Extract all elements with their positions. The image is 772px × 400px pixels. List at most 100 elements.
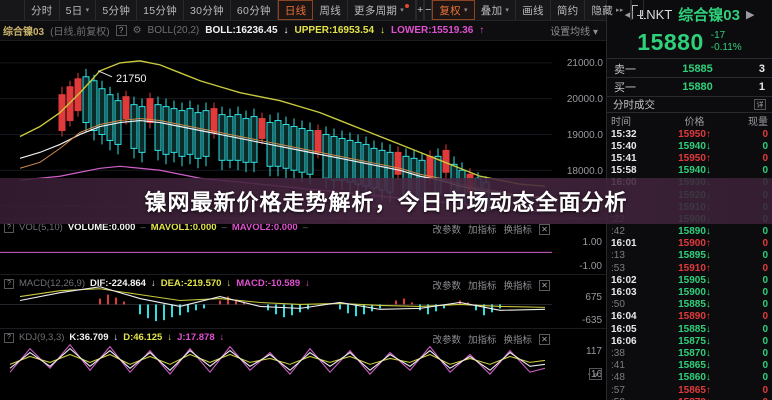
tick-volume: 0 (762, 238, 768, 250)
tick-row[interactable]: 16:02 15905↓ 0 (607, 274, 772, 286)
close-icon[interactable]: ✕ (539, 333, 550, 345)
period-tab-5min[interactable]: 5分钟 (96, 0, 138, 20)
add-indicator-button[interactable]: 加指标 (467, 335, 497, 346)
banner-text: 镍网最新价格走势解析，今日市场动态全面分析 (144, 191, 628, 216)
prev-symbol-button[interactable]: ◀ (624, 9, 634, 21)
tick-time: 16:04 (611, 311, 637, 323)
hide-button[interactable]: 隐藏 ▸▸ (585, 0, 631, 20)
tick-price: 15860↓ (678, 372, 711, 384)
swap-indicator-button[interactable]: 换指标 (503, 335, 532, 346)
tick-row[interactable]: :13 15895↓ 0 (607, 250, 772, 262)
ticks-title-bar[interactable]: 分时成交 详 (607, 96, 772, 113)
tick-price: 15870↓ (678, 347, 711, 359)
period-tab-5day[interactable]: 5日 ▾ (60, 0, 97, 20)
tick-volume: 0 (762, 140, 768, 152)
dif-arrow-icon: ↓ (150, 278, 156, 289)
detail-button[interactable]: 详 (754, 99, 766, 110)
tick-row[interactable]: :38 15870↓ 0 (607, 347, 772, 359)
col-volume: 现量 (748, 117, 768, 128)
period-tab-weekly[interactable]: 周线 (313, 0, 349, 20)
period-tab-30min[interactable]: 30分钟 (184, 0, 231, 20)
change-params-button[interactable]: 改参数 (432, 225, 461, 236)
tick-row[interactable]: 16:01 15900↑ 0 (607, 238, 772, 250)
tick-price: 15950↑ (678, 128, 711, 140)
volume-pane[interactable]: ? VOL(5,10) VOLUME:0.000 – MAVOL1:0.000 … (0, 218, 606, 274)
dea-arrow-icon: ↓ (226, 278, 232, 289)
tick-time: 15:58 (611, 165, 637, 177)
ma-settings-button[interactable]: 设置均线 ▾ (550, 27, 598, 38)
add-indicator-button[interactable]: 加指标 (467, 225, 497, 236)
tick-price: 15900↓ (678, 287, 711, 299)
tick-volume: 0 (762, 372, 768, 384)
close-icon[interactable]: ✕ (539, 279, 550, 291)
tick-row[interactable]: :50 15885↓ 0 (607, 299, 772, 311)
tick-row[interactable]: 15:40 15940↓ 0 (607, 140, 772, 152)
zoom-out-button[interactable]: − (424, 0, 433, 20)
tick-volume: 0 (762, 274, 768, 286)
draw-button[interactable]: 画线 (516, 0, 551, 20)
tick-row[interactable]: 16:06 15875↓ 0 (607, 335, 772, 347)
zoom-in-button[interactable]: + (416, 0, 425, 20)
ask-row[interactable]: 卖一 15885 3 (607, 60, 772, 77)
tick-row[interactable]: 15:32 15950↑ 0 (607, 128, 772, 140)
price-change-pct: -0.11% (710, 42, 742, 53)
price-change: -17 (710, 30, 726, 41)
ticks-title: 分时成交 (613, 99, 655, 111)
period-tab-15min[interactable]: 15分钟 (137, 0, 185, 20)
period-tab-daily[interactable]: 日线 (277, 0, 314, 20)
kdj-indicator-name: KDJ(9,3,3) (19, 332, 65, 343)
tick-row[interactable]: :41 15865↓ 0 (607, 360, 772, 372)
overlay-button[interactable]: 叠加 ▾ (475, 0, 517, 20)
tick-row[interactable]: 16:04 15890↑ 0 (607, 311, 772, 323)
lower-value: LOWER:15519.36 (391, 25, 474, 36)
period-note: (日线,前复权) (50, 27, 110, 38)
tick-row[interactable]: :57 15865↑ 0 (607, 384, 772, 396)
bid-row[interactable]: 买一 15880 1 (607, 78, 772, 95)
swap-indicator-button[interactable]: 换指标 (503, 225, 532, 236)
help-icon[interactable]: ? (4, 332, 14, 343)
period-tab-fenshi[interactable]: 分时 (24, 0, 60, 20)
tick-row[interactable]: :5815870↑0 (607, 396, 772, 400)
tick-row[interactable]: 15:41 15950↑ 0 (607, 152, 772, 164)
symbol-label[interactable]: 综合镍03 (3, 27, 45, 38)
volume-value: VOLUME:0.000 (67, 222, 136, 233)
tick-price: 15895↓ (678, 250, 711, 262)
macd-axis-bottom: -635 (581, 315, 602, 326)
help-icon[interactable]: ? (4, 278, 14, 289)
tick-row[interactable]: 16:05 15885↓ 0 (607, 323, 772, 335)
next-symbol-button[interactable]: ▶ (745, 9, 755, 21)
tick-row[interactable]: :48 15860↓ 0 (607, 372, 772, 384)
kdj-pane[interactable]: ? KDJ(9,3,3) K:36.709 ↓ D:46.125 ↓ J:17.… (0, 328, 606, 382)
tick-time: 16:02 (611, 274, 637, 286)
adjust-button[interactable]: 复权 ▾ (432, 0, 475, 20)
macd-arrow-icon: ↓ (305, 278, 310, 289)
add-indicator-button[interactable]: 加指标 (467, 281, 497, 292)
bid-ask-table: 卖一 15885 3 买一 15880 1 (607, 59, 772, 96)
boll-value: BOLL:16236.45 (205, 25, 278, 36)
fullscreen-button[interactable] (630, 0, 644, 20)
gear-icon[interactable]: ⚙ (132, 25, 142, 36)
close-icon[interactable]: ✕ (539, 223, 550, 235)
tick-price: 15940↓ (678, 165, 711, 177)
tick-time: :57 (611, 384, 625, 396)
tick-row[interactable]: 15:58 15940↓ 0 (607, 165, 772, 177)
swap-indicator-button[interactable]: 换指标 (503, 281, 532, 292)
change-params-button[interactable]: 改参数 (432, 281, 461, 292)
tick-row[interactable]: :42 15890↓ 0 (607, 226, 772, 238)
tick-row[interactable]: 16:03 15900↓ 0 (607, 286, 772, 298)
price-tick: 21000.0 (566, 58, 603, 69)
help-icon[interactable]: ? (115, 25, 127, 36)
macd-pane[interactable]: ? MACD(12,26,9) DIF:-224.864 ↓ DEA:-219.… (0, 274, 606, 328)
expand-indicator-button[interactable]: » (589, 368, 602, 380)
macd-indicator-name: MACD(12,26,9) (19, 278, 85, 289)
help-icon[interactable]: ? (4, 222, 14, 233)
period-tab-60min[interactable]: 60分钟 (231, 0, 278, 20)
indicator-infobar: 综合镍03 (日线,前复权) ? ⚙ BOLL(20,2) BOLL:16236… (0, 21, 606, 40)
period-tab-more[interactable]: 更多周期 ▾ (348, 0, 417, 20)
chevron-down-icon: ▾ (505, 7, 510, 14)
ticks-list[interactable]: 15:32 15950↑ 0 15:40 15940↓ 0 15:41 15950↑ 0 15:5… (607, 128, 772, 400)
tick-row[interactable]: :53 15910↑ 0 (607, 262, 772, 274)
change-params-button[interactable]: 改参数 (432, 335, 461, 346)
tick-price: 15905↓ (678, 274, 711, 286)
simple-button[interactable]: 简约 (551, 0, 586, 20)
